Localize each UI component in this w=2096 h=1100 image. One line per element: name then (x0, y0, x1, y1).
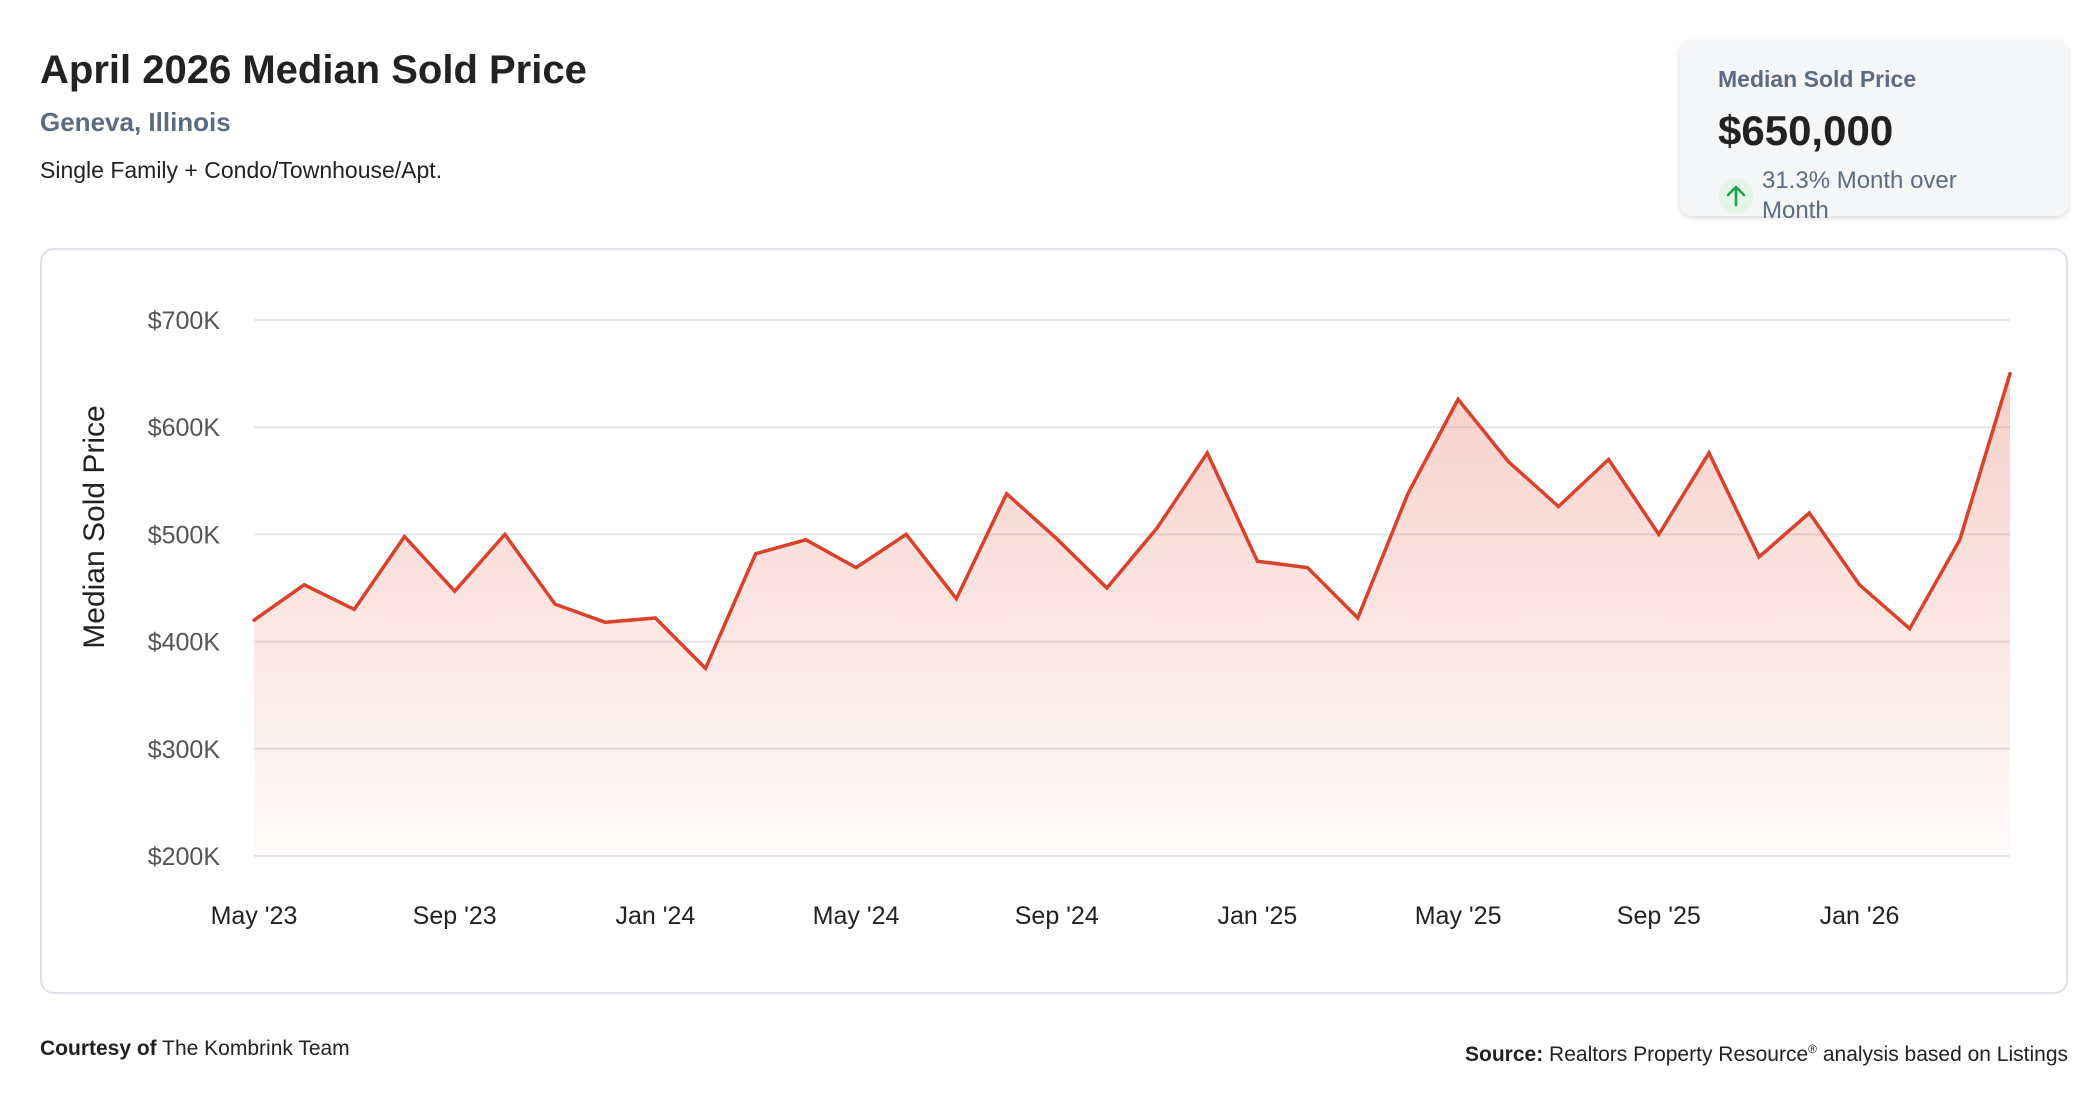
property-types-label: Single Family + Condo/Townhouse/Apt. (40, 157, 443, 183)
x-tick-label: May '24 (813, 902, 900, 930)
x-tick-label: May '23 (211, 902, 298, 930)
x-tick-label: May '25 (1415, 902, 1502, 930)
courtesy-label: Courtesy of (40, 1037, 157, 1060)
x-tick-label: Sep '23 (413, 902, 497, 930)
source-label: Source: (1465, 1043, 1544, 1066)
arrow-up-icon (1718, 178, 1754, 214)
courtesy-name: The Kombrink Team (162, 1037, 350, 1060)
x-tick-label: Sep '24 (1015, 902, 1099, 930)
source-text: Realtors Property Resource (1549, 1043, 1809, 1066)
y-tick-label: $700K (148, 307, 221, 335)
registered-mark: ® (1808, 1042, 1817, 1056)
median-price-chart: $700K $600K $500K $400K $300K $200K May '23 Se… (78, 307, 2012, 930)
source-footer: Source: Realtors Property Resource® anal… (1465, 1036, 2068, 1068)
stat-label: Median Sold Price (1718, 66, 1917, 92)
source-suffix: analysis based on Listings (1822, 1043, 2068, 1066)
x-tick-label: Jan '26 (1820, 902, 1900, 930)
x-tick-label: Sep '25 (1617, 902, 1701, 930)
x-tick-label: Jan '24 (615, 902, 695, 930)
median-price-card: Median Sold Price $650,000 31.3% Month o… (1680, 40, 2068, 224)
courtesy-footer: Courtesy of The Kombrink Team (40, 1036, 350, 1062)
x-tick-label: Jan '25 (1218, 902, 1298, 930)
y-tick-label: $200K (148, 843, 221, 871)
series-area (254, 373, 2010, 856)
y-axis-label: Median Sold Price (78, 405, 111, 648)
y-tick-label: $500K (148, 521, 221, 549)
stat-value: $650,000 (1718, 107, 1894, 154)
header: April 2026 Median Sold Price Geneva, Ill… (40, 46, 587, 184)
series-line (252, 371, 2012, 672)
page-title: April 2026 Median Sold Price (40, 48, 587, 92)
y-tick-label: $400K (148, 629, 221, 657)
location-label: Geneva, Illinois (40, 107, 231, 137)
change-text: 31.3% Month over Month (1761, 167, 1957, 224)
y-tick-label: $300K (148, 736, 221, 764)
stat-change: 31.3% Month over Month (1718, 166, 2030, 226)
y-tick-label: $600K (148, 414, 221, 442)
chart-container: $700K $600K $500K $400K $300K $200K May '23 Se… (40, 248, 2068, 994)
